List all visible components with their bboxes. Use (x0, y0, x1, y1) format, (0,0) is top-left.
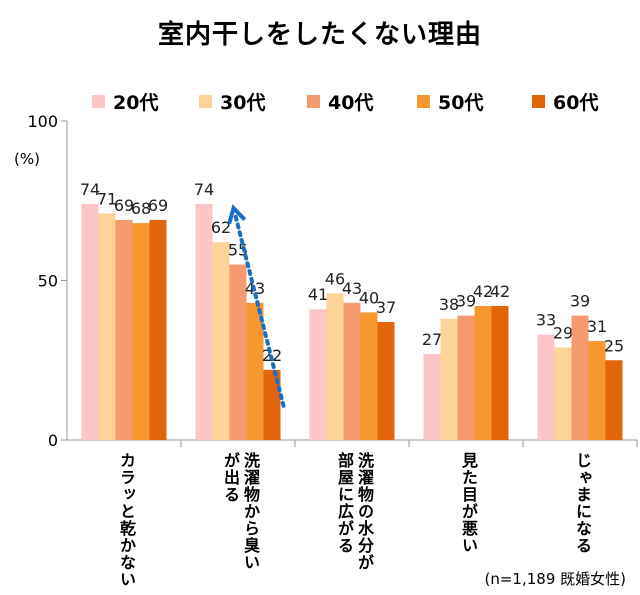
data-label: 27 (422, 330, 442, 349)
bar (343, 302, 361, 440)
bar (474, 306, 492, 440)
x-category-label: 洗濯物から臭い が出る (221, 452, 260, 571)
bar (115, 219, 133, 440)
data-label: 74 (194, 180, 214, 199)
y-axis-unit-label: (%) (14, 150, 40, 168)
legend-item: 30代 (199, 88, 265, 115)
data-label: 43 (342, 279, 362, 298)
data-label: 39 (570, 292, 590, 311)
data-label: 33 (536, 311, 556, 330)
legend-label: 20代 (113, 92, 159, 114)
bar (377, 321, 395, 440)
bar (132, 223, 150, 440)
chart-title: 室内干しをしたくない理由 (157, 20, 482, 50)
legend-label: 30代 (220, 92, 266, 114)
bar (440, 318, 458, 440)
data-label: 69 (148, 196, 168, 215)
bar (229, 264, 247, 440)
data-label: 41 (308, 285, 328, 304)
data-label: 69 (114, 196, 134, 215)
data-label: 38 (439, 295, 459, 314)
bar (81, 203, 99, 440)
sample-note: (n=1,189 既婚女性) (484, 570, 627, 588)
bar (423, 353, 441, 440)
data-label: 25 (604, 336, 624, 355)
legend-label: 50代 (438, 92, 484, 114)
bar (309, 309, 327, 440)
y-tick-label: 100 (27, 112, 58, 131)
bar (98, 213, 116, 440)
bar (605, 360, 623, 440)
legend-swatch (417, 95, 430, 108)
bar (554, 347, 572, 440)
data-label: 37 (376, 298, 396, 317)
data-label: 68 (131, 199, 151, 218)
data-label: 74 (80, 180, 100, 199)
legend: 20代 30代 40代 50代 60代 (92, 88, 632, 115)
x-category-label: 洗濯物の水分が 部屋に広がる (335, 452, 374, 571)
bar (491, 306, 509, 440)
data-label: 71 (97, 190, 117, 209)
bar (571, 315, 589, 440)
bar (360, 312, 378, 440)
data-label: 42 (490, 282, 510, 301)
legend-item: 20代 (92, 88, 158, 115)
bar (537, 334, 555, 440)
bar (263, 369, 281, 440)
legend-item: 50代 (417, 88, 483, 115)
legend-item: 60代 (532, 88, 598, 115)
data-label: 39 (456, 292, 476, 311)
data-label: 42 (473, 282, 493, 301)
x-category-label: じゃまになる (573, 452, 592, 554)
legend-swatch (307, 95, 320, 108)
bar (149, 219, 167, 440)
y-tick-label: 50 (38, 272, 58, 291)
bar (588, 341, 606, 440)
bar (326, 293, 344, 440)
data-label: 46 (325, 269, 345, 288)
legend-label: 40代 (328, 92, 374, 114)
y-tick-label: 0 (48, 431, 58, 450)
bar (246, 302, 264, 440)
bar (457, 315, 475, 440)
legend-swatch (92, 95, 105, 108)
legend-swatch (532, 95, 545, 108)
bar (212, 242, 230, 440)
data-label: 62 (211, 218, 231, 237)
legend-item: 40代 (307, 88, 373, 115)
trend-arrow (227, 204, 286, 408)
legend-swatch (199, 95, 212, 108)
legend-label: 60代 (553, 92, 599, 114)
x-category-label: 見た目が悪い (459, 452, 478, 554)
data-label: 31 (587, 317, 607, 336)
data-label: 55 (228, 241, 248, 260)
data-label: 40 (359, 288, 379, 307)
x-category-label: カラッと乾かない (117, 452, 136, 588)
data-label: 29 (553, 323, 573, 342)
bar (195, 203, 213, 440)
